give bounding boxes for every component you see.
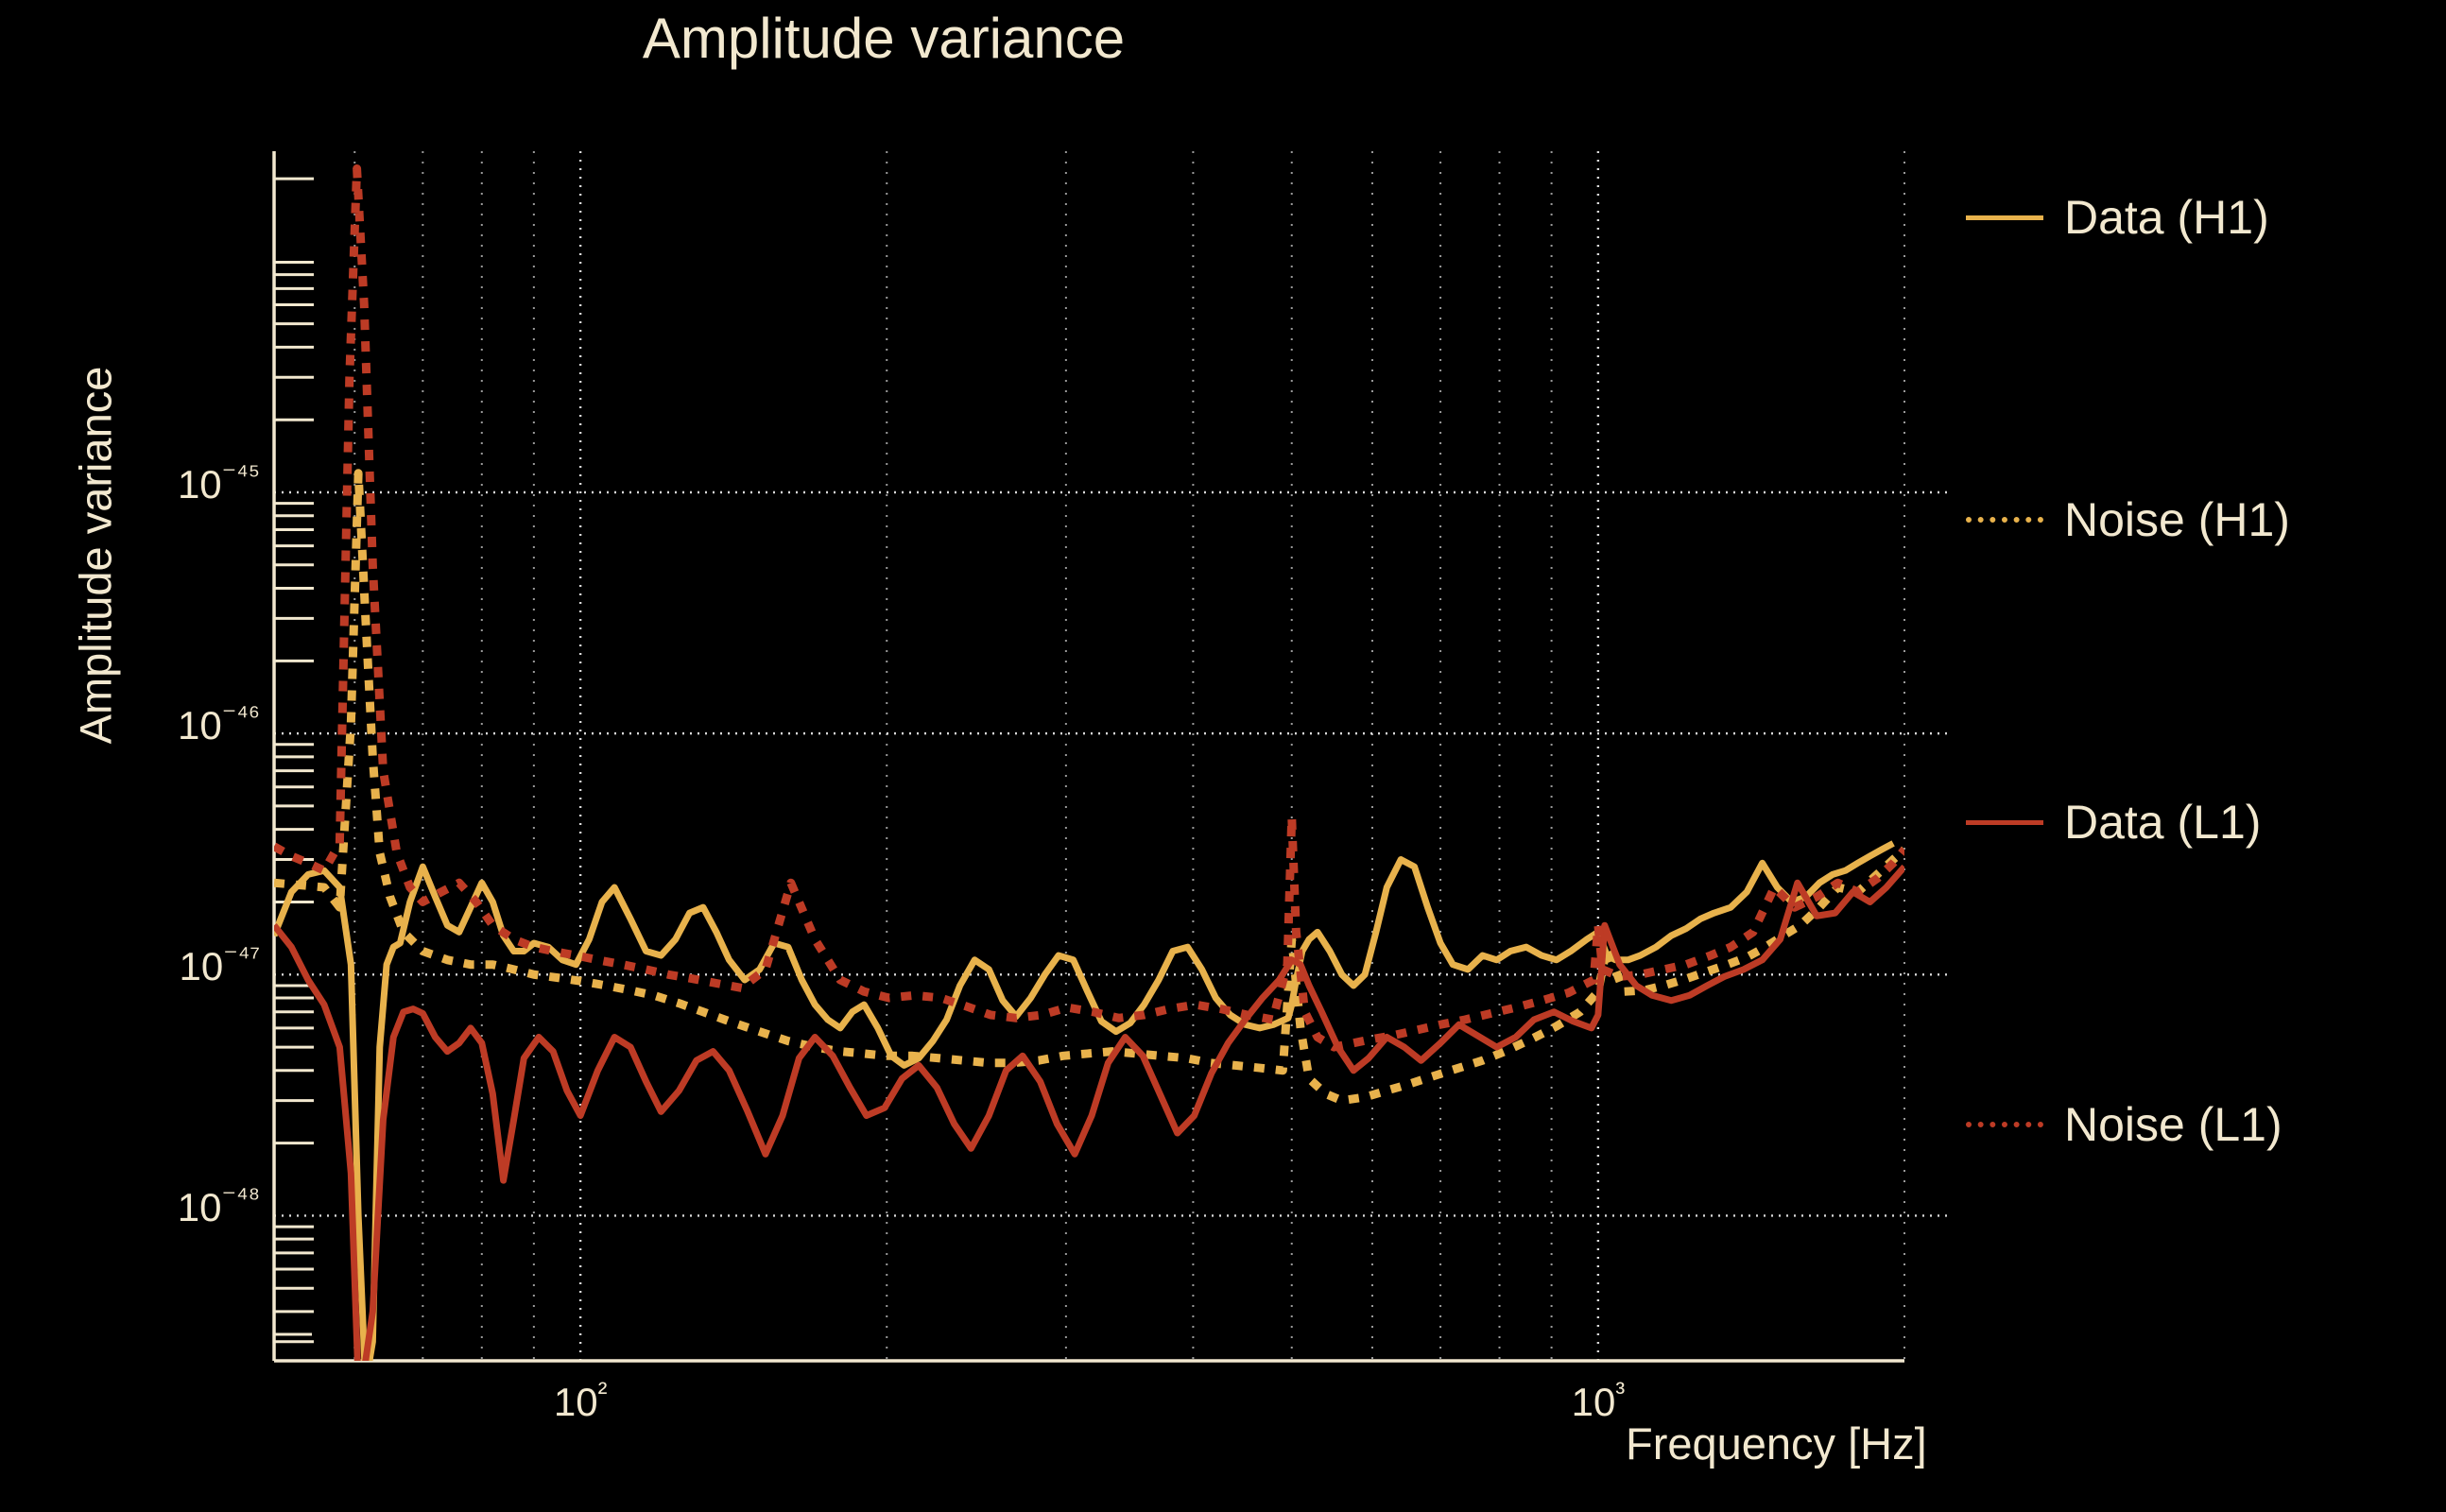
x-tick-label: 10³ [1571, 1377, 1626, 1424]
legend-swatch-dotted-line-icon [1966, 1122, 2043, 1127]
series-line-noise-h1 [274, 469, 1904, 1106]
y-tick-label: 10⁻⁴⁸ [177, 1182, 260, 1230]
legend-swatch-dotted-line-icon [1966, 517, 2043, 523]
legend-item[interactable]: Data (L1) [1966, 794, 2261, 850]
page-title: Amplitude variance [642, 7, 1126, 70]
x-tick-label: 10² [553, 1377, 608, 1424]
legend-label: Noise (L1) [2064, 1098, 2282, 1151]
y-tick-label: 10⁻⁴⁵ [177, 459, 260, 507]
legend-label: Noise (H1) [2064, 493, 2290, 546]
legend-item[interactable]: Noise (L1) [1966, 1096, 2282, 1153]
x-axis-title: Frequency [Hz] [1626, 1418, 1927, 1469]
legend-item[interactable]: Noise (H1) [1966, 491, 2290, 548]
legend-swatch-solid-line-icon [1966, 215, 2043, 220]
legend-label: Data (L1) [2064, 796, 2262, 849]
legend-swatch-solid-line-icon [1966, 819, 2043, 825]
legend-item[interactable]: Data (H1) [1966, 189, 2269, 246]
series-line-noise-l1 [274, 164, 1904, 1052]
y-tick-label: 10⁻⁴⁷ [179, 941, 261, 989]
legend-label: Data (H1) [2064, 191, 2269, 244]
y-tick-label: 10⁻⁴⁶ [178, 700, 260, 748]
